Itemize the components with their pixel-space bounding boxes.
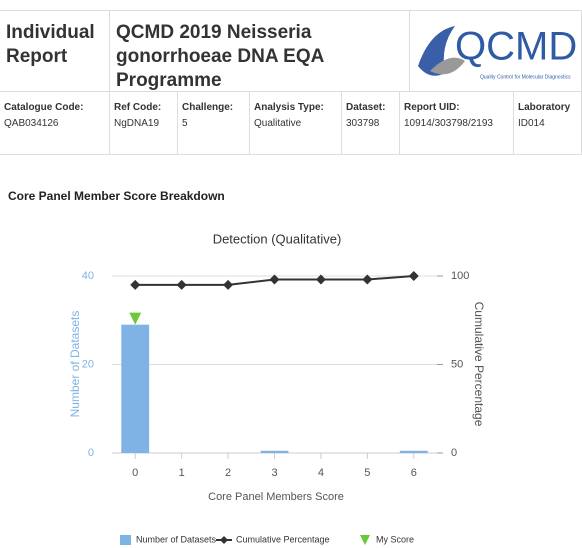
x-tick-label: 4	[318, 467, 324, 479]
chart-title: Detection (Qualitative)	[213, 231, 342, 246]
y-axis-label: Number of Datasets	[68, 311, 82, 418]
line-marker	[362, 274, 373, 285]
x-tick-label: 6	[411, 467, 417, 479]
legend-swatch	[220, 536, 228, 544]
x-tick-label: 0	[132, 467, 138, 479]
y-tick-label: 0	[88, 447, 94, 459]
x-tick-label: 2	[225, 467, 231, 479]
info-label: Laboratory	[518, 102, 571, 113]
line-marker	[269, 274, 280, 285]
info-label: Ref Code:	[114, 102, 162, 113]
y-tick-label: 40	[82, 270, 94, 282]
y-tick-label: 20	[82, 358, 94, 370]
x-tick-label: 1	[179, 467, 185, 479]
line-marker	[315, 274, 326, 285]
report-label: Individual Report	[0, 10, 110, 92]
logo-tagline: Quality Control for Molecular Diagnostic…	[480, 74, 571, 80]
info-cell: Laboratory ID014	[514, 92, 582, 155]
info-value: QAB034126	[4, 118, 59, 129]
x-axis-label: Core Panel Members Score	[208, 491, 344, 503]
bar	[121, 324, 150, 453]
chart: Core Panel Member Score Breakdown Detect…	[8, 189, 486, 545]
info-label: Report UID:	[404, 102, 460, 113]
info-cell: Analysis Type: Qualitative	[250, 92, 342, 155]
my-score-marker	[129, 312, 142, 325]
y2-tick-label: 0	[451, 447, 457, 459]
info-cell: Challenge: 5	[178, 92, 250, 155]
x-tick-label: 5	[364, 467, 370, 479]
info-label: Dataset:	[346, 102, 386, 113]
logo-swirl	[418, 26, 455, 76]
info-value: 5	[182, 118, 188, 129]
info-value: 303798	[346, 118, 380, 129]
info-value: 10914/303798/2193	[404, 118, 493, 129]
info-value: ID014	[518, 118, 545, 129]
info-cell: Ref Code: NgDNA19	[110, 92, 178, 155]
logo-swirl	[430, 57, 465, 75]
line-marker	[176, 279, 187, 290]
line-marker	[408, 271, 419, 281]
line-marker	[130, 279, 141, 290]
logo: QCMD Quality Control for Molecular Diagn…	[410, 10, 582, 92]
line-marker	[223, 279, 234, 290]
legend-label: Number of Datasets	[136, 534, 217, 544]
info-label: Catalogue Code:	[4, 102, 84, 113]
info-cell: Report UID: 10914/303798/2193	[400, 92, 514, 155]
legend-swatch	[360, 535, 370, 545]
x-tick-label: 3	[271, 467, 277, 479]
y2-tick-label: 50	[451, 358, 463, 370]
info-label: Analysis Type:	[254, 102, 324, 113]
info-cell: Dataset: 303798	[342, 92, 400, 155]
legend-label: Cumulative Percentage	[236, 534, 330, 544]
legend-swatch	[120, 535, 131, 545]
info-value: NgDNA19	[114, 118, 160, 129]
info-cell: Catalogue Code: QAB034126	[0, 92, 110, 155]
y2-axis-label: Cumulative Percentage	[472, 302, 486, 427]
info-value: Qualitative	[254, 118, 302, 129]
section-title: Core Panel Member Score Breakdown	[8, 189, 225, 203]
legend-label: My Score	[376, 534, 414, 544]
y2-tick-label: 100	[451, 270, 469, 282]
logo-graphic: QCMD Quality Control for Molecular Diagn…	[418, 25, 577, 80]
bar	[260, 450, 289, 453]
bar	[399, 450, 428, 453]
logo-text: QCMD	[455, 25, 577, 69]
report-title: QCMD 2019 Neisseria gonorrhoeae DNA EQA …	[110, 10, 410, 92]
info-label: Challenge:	[182, 102, 234, 113]
report-header: Individual Report QCMD 2019 Neisseria go…	[0, 10, 582, 155]
